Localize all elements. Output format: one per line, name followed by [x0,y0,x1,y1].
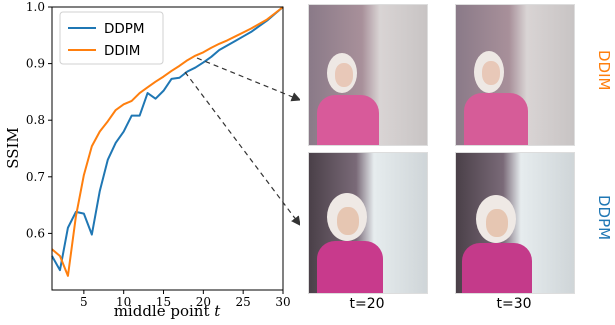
y-tick-label: 0.9 [26,57,45,71]
legend-label-ddpm: DDPM [104,21,145,37]
x-axis-title-text: middle point [114,302,215,320]
y-axis-title: SSIM [4,127,22,169]
ddim-image-t20 [308,4,428,146]
arrow-to-ddpm [184,71,300,226]
ssim-line-chart: 5 10 15 20 25 30 0.6 0.7 0.8 0.9 1.0 SSIM middle p… [4,0,300,320]
ddim-image-t30 [455,4,575,146]
caption-t30: t=30 [496,296,532,312]
ddpm-image-t30 [455,152,575,294]
y-tick-label: 1.0 [26,0,45,14]
x-axis-title: middle point t [114,302,222,320]
series-line-ddim [51,6,284,277]
series-line-ddpm [51,6,284,272]
ddim-row-label: DDIM [595,50,613,91]
arrow-to-ddim [196,57,300,102]
x-tick-label: 5 [80,295,88,309]
x-tick-label: 30 [275,295,290,309]
x-tick-label: 25 [236,295,251,309]
plot-frame [51,6,284,291]
x-tick-label: 15 [156,295,171,309]
y-tick-label: 0.8 [26,113,45,127]
y-tick-label: 0.6 [26,226,45,240]
x-tick-label: 20 [196,295,211,309]
ddpm-image-t20 [308,152,428,294]
x-axis-title-var: t [214,302,221,320]
legend-label-ddim: DDIM [104,43,140,59]
legend: DDPM DDIM [59,11,164,65]
ddpm-row-label: DDPM [595,195,613,241]
y-tick-label: 0.7 [26,170,45,184]
x-tick-label: 10 [116,295,131,309]
caption-t20: t=20 [349,296,385,312]
